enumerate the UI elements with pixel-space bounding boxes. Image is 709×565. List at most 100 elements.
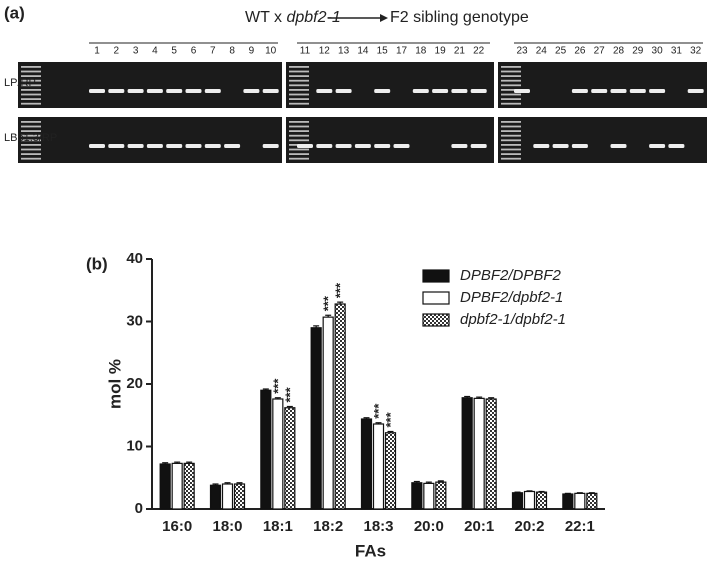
ladder-band xyxy=(501,130,521,132)
ladder-band xyxy=(21,79,41,82)
ladder-band xyxy=(501,139,521,142)
ladder-band xyxy=(21,75,41,77)
gel-band xyxy=(432,89,449,93)
ladder-band xyxy=(21,130,41,132)
bar xyxy=(435,481,447,510)
gel-band xyxy=(374,89,391,93)
panel-label: (b) xyxy=(86,254,108,273)
ladder-band xyxy=(501,70,521,73)
bar xyxy=(322,316,334,510)
gel-band xyxy=(610,89,627,93)
panel-label: (a) xyxy=(4,3,25,22)
ladder-band xyxy=(289,102,309,105)
ladder-band xyxy=(21,144,41,146)
bar xyxy=(535,491,548,510)
bar xyxy=(360,418,373,510)
gel-band xyxy=(146,144,163,148)
bar xyxy=(272,398,284,510)
gel-band xyxy=(89,144,105,148)
gel-image xyxy=(18,117,282,163)
bar xyxy=(523,490,536,510)
lane-label: 31 xyxy=(671,46,683,57)
ladder-band xyxy=(21,70,41,73)
lane-label: 14 xyxy=(357,46,369,57)
lane-label: 21 xyxy=(454,46,466,57)
lane-label: 12 xyxy=(319,46,331,57)
significance: *** xyxy=(282,386,297,402)
legend-swatch xyxy=(422,313,450,327)
ladder-band xyxy=(501,89,521,91)
significance: *** xyxy=(321,295,336,311)
ladder-band xyxy=(21,93,41,96)
significance: *** xyxy=(270,378,285,394)
bar xyxy=(485,398,497,510)
ladder-band xyxy=(501,144,521,146)
ladder-band xyxy=(21,66,41,68)
ladder-band xyxy=(289,70,309,73)
y-tick-label: 20 xyxy=(126,375,143,392)
lane-label: 13 xyxy=(338,46,350,57)
gel-band xyxy=(451,144,468,148)
ladder-band xyxy=(501,93,521,96)
lane-label: 30 xyxy=(652,46,664,57)
gel-band xyxy=(610,144,627,148)
gel-band xyxy=(185,144,202,148)
lane-label: 15 xyxy=(377,46,389,57)
y-tick-label: 0 xyxy=(135,500,143,517)
legend-label: dpbf2-1/dpbf2-1 xyxy=(460,311,566,328)
gel-band xyxy=(374,144,391,148)
bar xyxy=(461,397,473,510)
legend-swatch xyxy=(422,291,450,305)
gel-band xyxy=(262,89,279,93)
lane-label: 26 xyxy=(574,46,586,57)
x-tick-label: 18:1 xyxy=(263,518,293,535)
bar xyxy=(310,327,322,510)
ladder-band xyxy=(289,134,309,137)
ladder-band xyxy=(289,79,309,82)
ladder-band xyxy=(21,157,41,160)
arrow-head xyxy=(380,14,388,22)
gel-header-suffix: F2 sibling genotype xyxy=(390,9,529,26)
ladder-band xyxy=(501,98,521,100)
gel-image xyxy=(286,62,494,108)
x-tick-label: 16:0 xyxy=(162,518,192,535)
gel-band xyxy=(127,89,144,93)
gel-band xyxy=(243,89,260,93)
ladder-band xyxy=(289,157,309,160)
ladder-band xyxy=(501,148,521,151)
ladder-band xyxy=(501,153,521,155)
lane-label: 19 xyxy=(435,46,447,57)
ladder-band xyxy=(21,153,41,155)
gel-band xyxy=(224,144,241,148)
lane-label: 28 xyxy=(613,46,625,57)
gel-panel: 1 2 3 4 5 6 7 8 9 10 11 12 13 14 15 17 18 19 21 22 23 24 25 26 2… xyxy=(4,42,707,163)
lane-label: 2 xyxy=(114,46,120,57)
gel-band xyxy=(591,89,608,93)
ladder-band xyxy=(289,121,309,123)
gel-band xyxy=(470,144,487,148)
bar xyxy=(562,493,574,510)
ladder-band xyxy=(289,153,309,155)
ladder-band xyxy=(289,93,309,96)
gel-band xyxy=(185,89,202,93)
bar xyxy=(159,463,171,510)
lane-label: 11 xyxy=(300,46,311,57)
legend-swatch xyxy=(422,269,450,283)
ladder-band xyxy=(21,139,41,142)
gel-band xyxy=(146,89,163,93)
gel-band xyxy=(89,89,105,93)
ladder-band xyxy=(289,75,309,77)
lane-label: 22 xyxy=(473,46,485,57)
gel-band xyxy=(571,144,588,148)
ladder-band xyxy=(501,66,521,68)
row-label: LBb1.3/RP xyxy=(4,132,57,144)
gel-band xyxy=(166,144,183,148)
x-tick-label: 20:2 xyxy=(514,518,544,535)
y-tick-label: 10 xyxy=(126,437,143,454)
gel-band xyxy=(316,89,333,93)
x-tick-label: 18:3 xyxy=(363,518,393,535)
lane-label: 17 xyxy=(396,46,408,57)
ladder-band xyxy=(289,66,309,68)
ladder-band xyxy=(289,125,309,128)
